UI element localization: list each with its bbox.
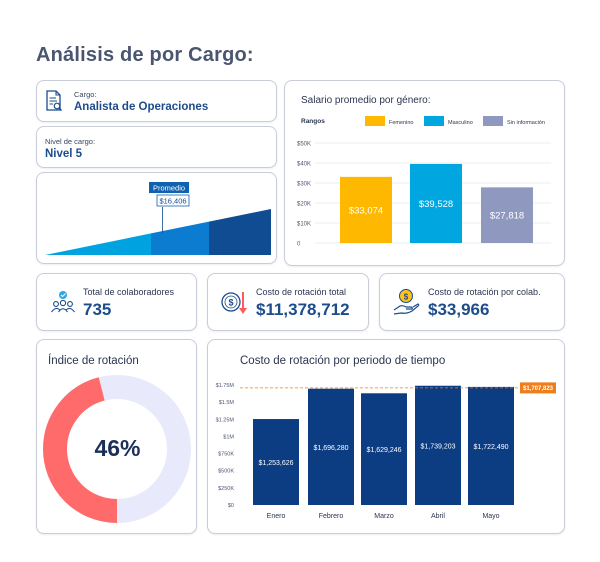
coin-down-arrow-icon: $ (221, 292, 247, 314)
reference-label-box (520, 382, 556, 394)
costo-rotacion-colab-label: Costo de rotación por colab. (428, 287, 541, 297)
periodo-bar (253, 419, 299, 505)
periodo-bar-label: $1,696,280 (313, 445, 348, 452)
legend-swatch (424, 116, 444, 126)
nivel-value: Nivel 5 (45, 148, 83, 160)
legend-label: Masculino (448, 120, 473, 126)
promedio-label-box (149, 182, 189, 193)
x-tick-label: Marzo (374, 513, 394, 520)
donut-filled-segment (43, 375, 191, 523)
promedio-value: $16,406 (159, 197, 186, 206)
y-tick-label: $750K (218, 452, 234, 458)
legend-label: Femenino (389, 120, 413, 126)
y-tick-label: $30K (297, 182, 311, 188)
y-tick-label: $0 (228, 503, 234, 509)
wedge-segment (209, 209, 271, 255)
wedge-segment (93, 233, 151, 255)
page-title: Análisis de por Cargo: (36, 44, 254, 66)
y-tick-label: $500K (218, 469, 234, 475)
svg-text:$: $ (404, 292, 409, 301)
periodo-bar-label: $1,629,246 (366, 447, 401, 454)
x-tick-label: Abril (431, 513, 445, 520)
periodo-bar (361, 393, 407, 505)
wedge-segment (45, 245, 93, 255)
y-tick-label: $10K (297, 222, 311, 228)
costo-rotacion-total-value: $11,378,712 (256, 300, 350, 319)
svg-text:$: $ (228, 298, 233, 308)
indice-title: Índice de rotación (48, 355, 139, 367)
legend-swatch (483, 116, 503, 126)
total-colaboradores-label: Total de colaboradores (83, 287, 175, 297)
indice-rotacion-card: Índice de rotación 46% (36, 339, 197, 534)
x-tick-label: Enero (267, 513, 286, 520)
salario-bar-label: $27,818 (490, 211, 524, 222)
y-tick-label: $20K (297, 202, 311, 208)
promedio-label: Promedio (153, 184, 185, 193)
salario-chart: Rangos Femenino Masculino Sin información … (297, 116, 551, 248)
y-tick-label: $1M (223, 434, 234, 440)
periodo-title: Costo de rotación por periodo de tiempo (240, 355, 446, 367)
cargo-value: Analista de Operaciones (74, 101, 209, 113)
periodo-bar (308, 388, 354, 505)
hand-coin-icon: $ (393, 289, 420, 315)
salario-bar-label: $39,528 (419, 199, 453, 210)
cargo-label: Cargo: (74, 90, 97, 99)
periodo-bar-label: $1,253,626 (258, 460, 293, 467)
periodo-bar-label: $1,722,490 (473, 444, 508, 451)
salario-bar (481, 187, 533, 243)
salario-bar (340, 176, 392, 243)
x-tick-label: Febrero (319, 513, 344, 520)
legend-swatch (365, 116, 385, 126)
costo-rotacion-colab-card: $ Costo de rotación por colab. $33,966 (379, 273, 565, 331)
document-search-icon (46, 90, 62, 111)
total-colaboradores-card: Total de colaboradores 735 (36, 273, 197, 331)
y-tick-label: $50K (297, 142, 311, 148)
periodo-chart: $0 $250K $500K $750K $1M $1.25M $1.5M $1.75M $1… (216, 382, 556, 520)
x-tick-label: Mayo (482, 513, 499, 520)
salario-card: Salario promedio por género: Rangos Feme… (284, 80, 565, 266)
legend-label: Sin información (507, 120, 545, 126)
y-tick-label: $1.75M (216, 383, 235, 389)
periodo-bar (468, 386, 514, 505)
rangos-label: Rangos (301, 118, 325, 125)
promedio-wedge-chart: Promedio $16,406 (45, 182, 271, 255)
y-tick-label: $40K (297, 162, 311, 168)
indice-value: 46% (94, 435, 141, 461)
total-colaboradores-value: 735 (83, 300, 112, 319)
cargo-card: Cargo: Analista de Operaciones (36, 80, 277, 122)
people-icon (51, 291, 75, 313)
y-tick-label: 0 (297, 242, 301, 248)
promedio-card: Promedio $16,406 (36, 172, 277, 264)
costo-rotacion-total-card: $ Costo de rotación total $11,378,712 (207, 273, 369, 331)
reference-label: $1,707,823 (523, 386, 554, 392)
salario-bar (410, 163, 462, 243)
nivel-card: Nivel de cargo: Nivel 5 (36, 126, 277, 168)
costo-rotacion-total-label: Costo de rotación total (256, 287, 347, 297)
promedio-value-box (156, 194, 190, 207)
y-tick-label: $250K (218, 486, 234, 492)
periodo-bar (415, 385, 461, 505)
salario-title: Salario promedio por género: (301, 95, 431, 106)
wedge-segment (151, 221, 209, 255)
indice-donut-chart (43, 375, 191, 523)
periodo-bar-label: $1,739,203 (420, 443, 455, 450)
costo-periodo-card: Costo de rotación por periodo de tiempo … (207, 339, 565, 534)
y-tick-label: $1.25M (216, 417, 235, 423)
costo-rotacion-colab-value: $33,966 (428, 300, 490, 319)
nivel-label: Nivel de cargo: (45, 137, 96, 146)
y-tick-label: $1.5M (219, 400, 235, 406)
salario-bar-label: $33,074 (349, 205, 383, 216)
